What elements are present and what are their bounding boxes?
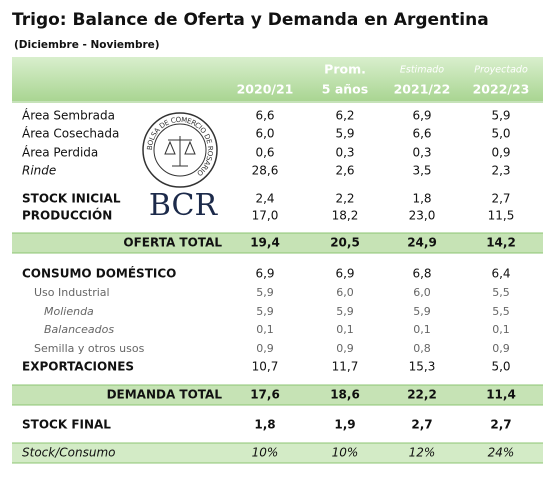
column-header: 2020/21: [237, 82, 294, 97]
row-label: STOCK FINAL: [22, 418, 111, 432]
cell: 6,4: [491, 267, 510, 281]
cell: 6,0: [336, 286, 354, 299]
cell: 0,6: [255, 146, 274, 160]
cell: 22,2: [407, 388, 437, 402]
cell: 15,3: [409, 360, 436, 374]
row-label: EXPORTACIONES: [22, 360, 134, 374]
row-label: Área Cosechada: [22, 126, 119, 141]
row-label: Balanceados: [44, 323, 114, 336]
cell: 0,1: [336, 323, 354, 336]
cell: 0,8: [413, 342, 431, 355]
row-label: Molienda: [44, 305, 94, 318]
row-band: [12, 385, 543, 405]
row-label: OFERTA TOTAL: [123, 236, 222, 250]
cell: 10,7: [252, 360, 279, 374]
cell: 0,1: [492, 323, 510, 336]
row-label: Uso Industrial: [34, 286, 110, 299]
column-header: 2021/22: [394, 82, 451, 97]
cell: 5,9: [256, 286, 274, 299]
cell: 6,9: [335, 267, 354, 281]
logo: BOLSA DE COMERCIO DE ROSARIO BCR: [142, 112, 219, 223]
cell: 0,1: [413, 323, 431, 336]
cell: 5,9: [336, 305, 354, 318]
cell: 2,7: [411, 418, 432, 432]
cell: 5,9: [335, 127, 354, 141]
cell: 10%: [332, 446, 359, 460]
cell: 28,6: [252, 164, 279, 178]
row-label: Rinde: [22, 164, 56, 178]
title: Trigo: Balance de Oferta y Demanda en Ar…: [12, 10, 489, 30]
cell: 6,6: [255, 109, 274, 123]
row-label: Área Sembrada: [22, 108, 115, 123]
cell: 2,2: [335, 192, 354, 206]
row-label: DEMANDA TOTAL: [107, 388, 223, 402]
subtitle: (Diciembre - Noviembre): [14, 39, 160, 51]
cell: 2,4: [255, 192, 274, 206]
cell: 2,7: [490, 418, 511, 432]
cell: 24%: [488, 446, 515, 460]
row-label: Stock/Consumo: [22, 446, 115, 460]
column-header: Prom.: [324, 62, 366, 77]
cell: 1,9: [334, 418, 355, 432]
cell: 6,0: [255, 127, 274, 141]
cell: 14,2: [486, 236, 516, 250]
cell: 0,3: [335, 146, 354, 160]
cell: 6,0: [413, 286, 431, 299]
cell: 10%: [252, 446, 279, 460]
cell: 17,0: [252, 209, 279, 223]
cell: 0,9: [491, 146, 510, 160]
seal-scale: [164, 136, 196, 167]
cell: 17,6: [250, 388, 280, 402]
cell: 1,8: [254, 418, 275, 432]
cell: 24,9: [407, 236, 437, 250]
cell: 2,7: [491, 192, 510, 206]
row-label: Semilla y otros usos: [34, 342, 145, 355]
cell: 5,9: [413, 305, 431, 318]
row-label: PRODUCCIÓN: [22, 208, 112, 223]
cell: 5,0: [491, 127, 510, 141]
seal-inner: [153, 123, 207, 177]
row-band: [12, 443, 543, 463]
cell: 11,4: [486, 388, 516, 402]
cell: 23,0: [409, 209, 436, 223]
column-header: Estimado: [400, 65, 444, 76]
row-band: [12, 233, 543, 253]
cell: 11,5: [488, 209, 515, 223]
row-label: CONSUMO DOMÉSTICO: [22, 266, 176, 281]
cell: 3,5: [412, 164, 431, 178]
logo-text: BCR: [149, 188, 219, 223]
cell: 20,5: [330, 236, 360, 250]
cell: 12%: [409, 446, 436, 460]
cell: 6,9: [255, 267, 274, 281]
cell: 6,9: [412, 109, 431, 123]
cell: 19,4: [250, 236, 280, 250]
column-header: Proyectado: [474, 65, 528, 76]
cell: 18,2: [332, 209, 359, 223]
cell: 0,1: [256, 323, 274, 336]
cell: 5,5: [492, 286, 510, 299]
seal-ring: [142, 112, 218, 188]
cell: 5,0: [491, 360, 510, 374]
cell: 6,8: [412, 267, 431, 281]
cell: 18,6: [330, 388, 360, 402]
cell: 5,5: [492, 305, 510, 318]
cell: 0,9: [256, 342, 274, 355]
cell: 6,2: [335, 109, 354, 123]
row-label: Área Perdida: [22, 145, 98, 160]
cell: 6,6: [412, 127, 431, 141]
column-header: 2022/23: [473, 82, 530, 97]
cell: 2,6: [335, 164, 354, 178]
cell: 0,9: [336, 342, 354, 355]
cell: 0,9: [492, 342, 510, 355]
cell: 5,9: [491, 109, 510, 123]
column-header: 5 años: [322, 82, 368, 97]
cell: 1,8: [412, 192, 431, 206]
cell: 2,3: [491, 164, 510, 178]
header-band: [12, 57, 543, 101]
cell: 5,9: [256, 305, 274, 318]
row-label: STOCK INICIAL: [22, 192, 121, 206]
cell: 11,7: [332, 360, 359, 374]
cell: 0,3: [412, 146, 431, 160]
